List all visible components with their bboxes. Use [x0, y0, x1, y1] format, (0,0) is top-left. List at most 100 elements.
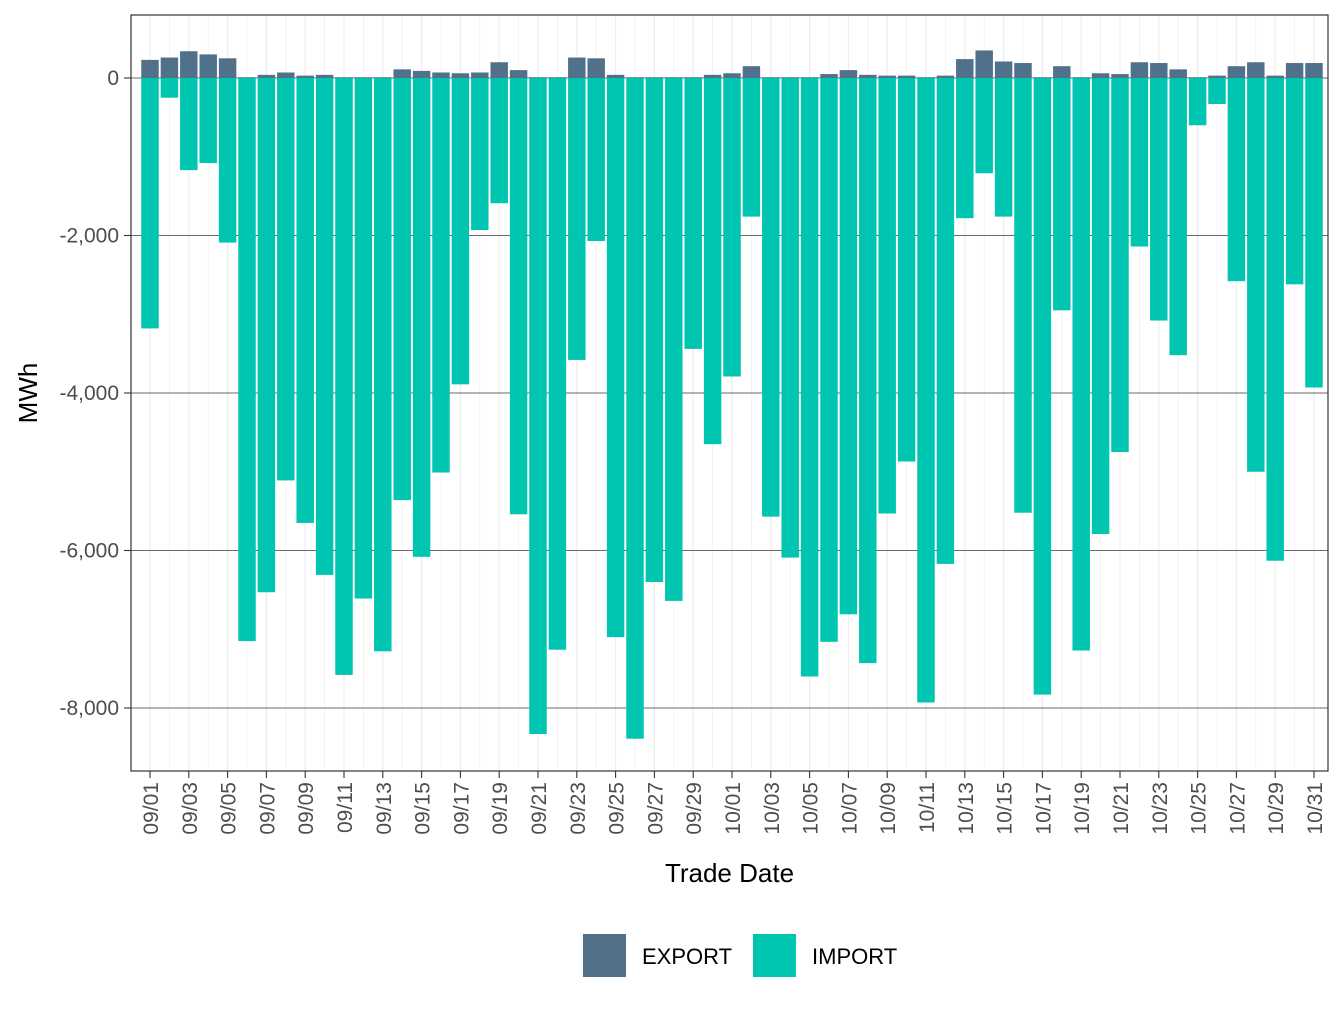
bar-export-10-25 [1188, 77, 1207, 78]
bar-export-10-01 [723, 73, 741, 78]
bar-export-09-19 [490, 62, 508, 78]
bar-import-10-06 [820, 78, 838, 642]
bar-import-10-19 [1072, 78, 1090, 651]
x-tick-label: 10/27 [1226, 782, 1249, 835]
bar-export-09-04 [199, 54, 217, 78]
bar-import-10-24 [1169, 78, 1187, 356]
x-tick-label: 10/15 [994, 782, 1017, 835]
x-tick-label: 10/29 [1265, 782, 1288, 835]
bar-import-10-15 [994, 78, 1013, 217]
bar-export-10-19 [1072, 77, 1090, 78]
bar-export-10-07 [839, 70, 858, 78]
bar-export-09-03 [180, 51, 198, 78]
x-tick-label: 09/07 [256, 782, 279, 835]
bar-import-10-12 [936, 78, 955, 564]
bar-export-09-25 [606, 74, 625, 78]
bar-import-09-29 [684, 78, 702, 349]
bar-export-10-22 [1130, 62, 1149, 78]
bar-import-09-13 [374, 78, 392, 652]
legend: EXPORT IMPORT [583, 934, 897, 977]
bar-import-09-01 [141, 78, 159, 329]
bar-import-09-25 [606, 78, 625, 638]
legend-label-import: IMPORT [812, 944, 897, 969]
bar-import-10-17 [1033, 78, 1052, 695]
bar-import-09-21 [529, 78, 547, 734]
x-tick-label: 10/19 [1071, 782, 1094, 835]
bar-import-10-04 [781, 78, 799, 558]
bar-export-09-12 [354, 77, 373, 78]
bar-import-10-20 [1091, 78, 1110, 534]
bar-import-09-02 [160, 78, 179, 98]
bar-export-09-09 [296, 75, 314, 78]
x-axis: 09/01 09/03 09/05 09/07 09/09 09/11 09/13 09/15… [140, 771, 1327, 835]
x-tick-label: 09/05 [218, 782, 241, 835]
x-tick-label: 10/25 [1188, 782, 1211, 835]
bar-import-09-05 [218, 78, 237, 243]
bar-import-10-01 [723, 78, 741, 377]
bar-export-10-26 [1208, 75, 1226, 78]
bar-export-10-10 [897, 75, 916, 78]
legend-swatch-import [753, 934, 796, 977]
bar-export-09-28 [665, 77, 683, 78]
bar-export-10-24 [1169, 69, 1187, 78]
x-tick-label: 10/01 [722, 782, 745, 835]
x-tick-label: 09/21 [528, 782, 551, 835]
x-tick-label: 10/13 [955, 782, 978, 835]
bar-import-10-16 [1014, 78, 1032, 513]
bar-import-10-02 [742, 78, 761, 217]
bar-export-09-16 [432, 72, 450, 78]
y-tick-label: 0 [107, 67, 119, 90]
bar-export-09-17 [451, 73, 470, 78]
bar-export-10-29 [1266, 75, 1284, 78]
bar-export-09-21 [529, 77, 547, 78]
bar-export-10-21 [1111, 74, 1129, 78]
bar-export-10-09 [878, 75, 896, 78]
x-tick-label: 10/07 [838, 782, 861, 835]
bar-export-10-18 [1053, 66, 1071, 78]
bar-export-09-15 [412, 70, 431, 78]
bar-export-09-08 [277, 72, 295, 78]
bar-export-10-30 [1285, 63, 1304, 78]
x-tick-label: 09/11 [334, 782, 357, 833]
x-tick-label: 09/01 [140, 782, 163, 835]
bar-export-10-14 [975, 50, 993, 78]
bar-import-10-28 [1247, 78, 1265, 472]
bar-import-10-23 [1150, 78, 1168, 321]
bars [141, 50, 1323, 739]
bar-export-09-22 [548, 77, 567, 78]
bar-export-09-10 [315, 74, 334, 78]
y-tick-label: -6,000 [59, 540, 119, 563]
bar-export-10-11 [917, 77, 935, 78]
x-tick-label: 09/13 [373, 782, 396, 835]
bar-export-10-28 [1247, 62, 1265, 78]
bar-import-10-26 [1208, 78, 1226, 104]
bar-import-09-10 [315, 78, 334, 575]
legend-label-export: EXPORT [642, 944, 732, 969]
x-tick-label: 10/21 [1110, 782, 1133, 835]
bar-export-10-20 [1091, 73, 1110, 78]
bar-export-09-26 [626, 77, 644, 78]
bar-import-09-06 [238, 78, 256, 642]
bar-export-09-11 [335, 77, 353, 78]
bar-import-09-14 [393, 78, 411, 501]
bar-export-09-29 [684, 77, 702, 78]
y-axis-title: MWh [13, 363, 43, 424]
bar-export-10-17 [1033, 77, 1052, 78]
x-tick-label: 10/11 [916, 782, 939, 833]
bar-import-10-18 [1053, 78, 1071, 311]
bar-export-09-14 [393, 69, 411, 78]
bar-import-09-15 [412, 78, 431, 557]
bar-export-09-05 [218, 58, 237, 78]
bar-export-10-12 [936, 75, 955, 78]
bar-import-10-05 [800, 78, 819, 677]
x-tick-label: 09/17 [450, 782, 473, 835]
x-tick-label: 10/17 [1032, 782, 1055, 835]
bar-import-10-09 [878, 78, 896, 514]
x-tick-label: 09/15 [412, 782, 435, 835]
x-tick-label: 09/03 [179, 782, 202, 835]
bar-import-10-29 [1266, 78, 1284, 561]
x-tick-label: 09/23 [567, 782, 590, 835]
bar-export-10-15 [994, 61, 1013, 78]
